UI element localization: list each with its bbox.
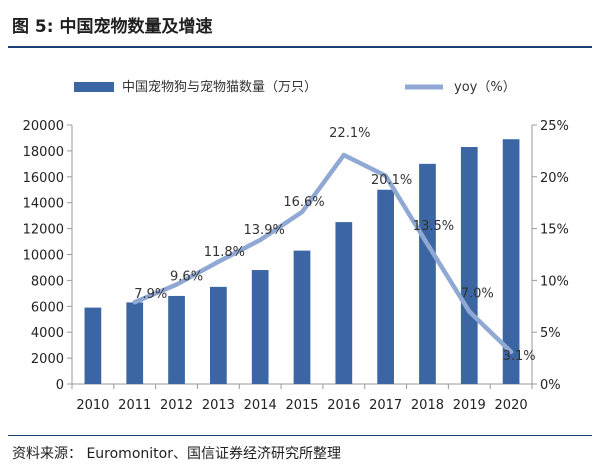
right-tick-label: 15% — [540, 223, 569, 238]
footer-rule — [8, 435, 592, 436]
yoy-data-label: 7.9% — [134, 287, 167, 302]
yoy-data-label: 11.8% — [204, 245, 245, 260]
legend-line-label: yoy（%） — [454, 80, 516, 95]
x-tick-label: 2014 — [244, 398, 277, 413]
x-tick-label: 2015 — [285, 398, 318, 413]
bar — [335, 222, 353, 384]
bar — [168, 295, 185, 384]
yoy-data-label: 16.6% — [283, 195, 324, 210]
yoy-line — [132, 152, 514, 355]
bar — [377, 189, 394, 384]
bar — [419, 163, 436, 384]
left-tick-label: 16000 — [23, 171, 64, 186]
x-tick-label: 2012 — [160, 398, 193, 413]
bar — [210, 286, 227, 384]
right-tick-label: 20% — [540, 171, 569, 186]
x-tick-label: 2016 — [327, 398, 360, 413]
right-tick-label: 0% — [540, 378, 561, 393]
bar — [126, 302, 144, 384]
legend-bar-label: 中国宠物狗与宠物猫数量（万只） — [122, 79, 317, 95]
right-tick-label: 25% — [540, 119, 569, 134]
bar — [84, 307, 102, 384]
yoy-data-label: 22.1% — [329, 126, 370, 141]
bar — [251, 270, 269, 384]
yoy-data-label: 13.9% — [244, 223, 285, 238]
bar — [293, 250, 311, 384]
chart: 中国宠物狗与宠物猫数量（万只） yoy（%） 0 2000 4000 6000 8000 10… — [23, 79, 569, 413]
left-tick-label: 12000 — [23, 223, 64, 238]
left-tick-label: 0 — [56, 378, 64, 393]
x-tick-label: 2019 — [453, 398, 486, 413]
yoy-data-label: 13.5% — [413, 219, 454, 234]
x-tick-label: 2020 — [495, 398, 528, 413]
left-tick-label: 14000 — [23, 197, 64, 212]
figure-header: 图 5: 中国宠物数量及增速 — [0, 0, 600, 46]
x-tick-label: 2017 — [369, 398, 402, 413]
yoy-data-label: 20.1% — [371, 173, 412, 188]
yoy-data-label: 3.1% — [503, 349, 536, 364]
right-tick-label: 5% — [540, 326, 561, 341]
left-tick-label: 20000 — [23, 119, 64, 134]
x-tick-label: 2010 — [76, 398, 109, 413]
legend-bar-swatch — [74, 82, 114, 92]
left-tick-label: 8000 — [31, 274, 64, 289]
figure-title: 图 5: 中国宠物数量及增速 — [12, 17, 213, 37]
right-tick-label: 10% — [540, 274, 569, 289]
bar — [460, 147, 478, 384]
bar — [502, 139, 520, 384]
header-rule — [8, 46, 592, 48]
left-tick-label: 6000 — [31, 300, 64, 315]
x-tick-label: 2013 — [202, 398, 235, 413]
yoy-data-label: 9.6% — [170, 270, 203, 285]
source-note: 资料来源： Euromonitor、国信证券经济研究所整理 — [12, 446, 341, 462]
x-tick-label: 2018 — [411, 398, 444, 413]
x-tick-label: 2011 — [118, 398, 151, 413]
left-tick-label: 18000 — [23, 145, 64, 160]
left-tick-label: 10000 — [23, 249, 64, 264]
left-tick-label: 4000 — [31, 326, 64, 341]
left-tick-label: 2000 — [31, 352, 64, 367]
yoy-data-label: 7.0% — [461, 286, 494, 301]
